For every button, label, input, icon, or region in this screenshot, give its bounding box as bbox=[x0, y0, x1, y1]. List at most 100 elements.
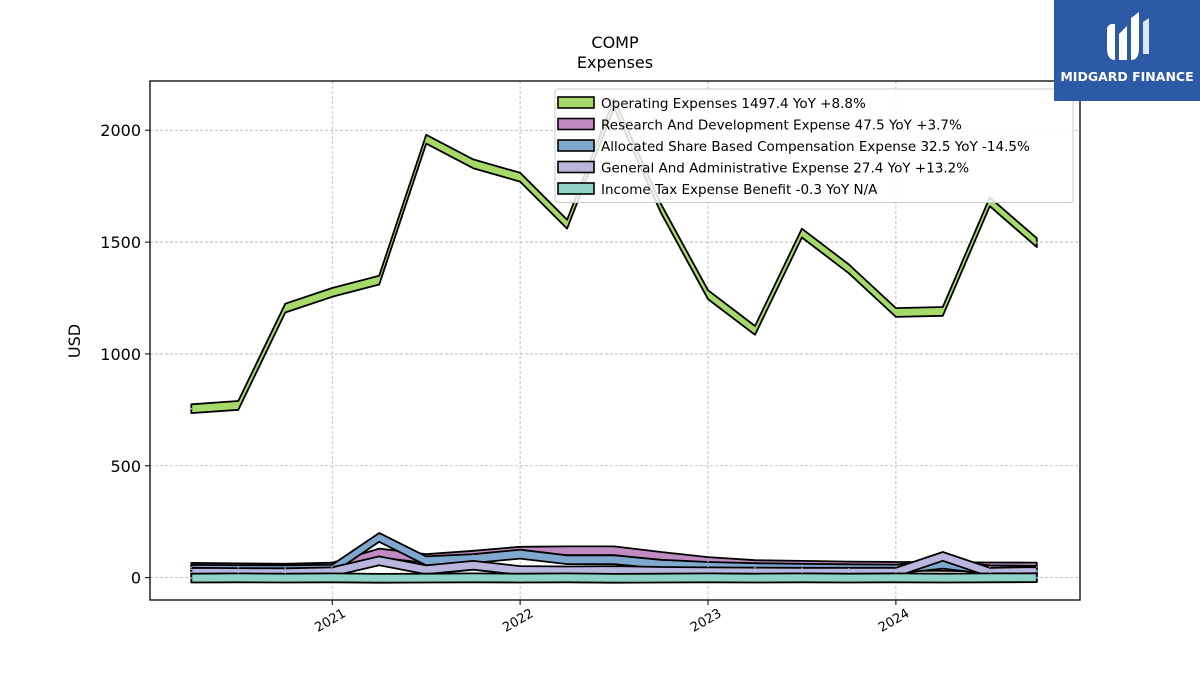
y-tick-label: 1500 bbox=[100, 233, 141, 252]
series-point-3 bbox=[989, 571, 991, 574]
series-point-2 bbox=[1035, 569, 1038, 572]
x-tick-label: 2024 bbox=[876, 606, 912, 636]
series-point-1 bbox=[754, 563, 756, 566]
series-point-2 bbox=[660, 563, 662, 566]
series-point-3 bbox=[660, 570, 662, 573]
series-point-4 bbox=[989, 577, 991, 579]
series-point-4 bbox=[660, 577, 662, 579]
series-point-3 bbox=[331, 571, 334, 573]
series-point-0 bbox=[190, 407, 193, 410]
series-point-4 bbox=[566, 577, 568, 579]
series-point-0 bbox=[378, 279, 381, 281]
brand-logo: MIDGARD FINANCE bbox=[1054, 0, 1200, 101]
legend-swatch bbox=[557, 139, 595, 152]
series-point-0 bbox=[331, 291, 334, 294]
series-point-4 bbox=[425, 577, 427, 579]
series-point-2 bbox=[848, 567, 850, 570]
chart-subtitle: Expenses bbox=[577, 53, 653, 72]
series-point-3 bbox=[895, 571, 897, 574]
legend: Operating Expenses 1497.4 YoY +8.8% Resea… bbox=[554, 88, 1074, 203]
y-tick-label: 2000 bbox=[100, 121, 141, 140]
series-point-1 bbox=[519, 550, 521, 553]
legend-swatch bbox=[557, 96, 595, 109]
series-point-1 bbox=[613, 549, 615, 552]
series-point-4 bbox=[284, 577, 287, 579]
series-point-2 bbox=[284, 568, 287, 571]
series-point-4 bbox=[1035, 576, 1038, 579]
series-point-2 bbox=[566, 558, 568, 561]
brand-name: MIDGARD FINANCE bbox=[1060, 69, 1194, 84]
series-point-0 bbox=[237, 404, 240, 407]
series-point-3 bbox=[472, 564, 474, 567]
series-point-4 bbox=[801, 577, 803, 579]
series-point-3 bbox=[378, 560, 381, 562]
series-point-4 bbox=[613, 577, 615, 580]
series-point-3 bbox=[237, 571, 240, 574]
series-point-2 bbox=[754, 566, 756, 569]
series-point-2 bbox=[190, 568, 193, 571]
series-point-1 bbox=[1035, 566, 1038, 568]
series-point-4 bbox=[942, 577, 944, 579]
series-point-0 bbox=[1035, 241, 1038, 244]
series-point-1 bbox=[331, 566, 334, 568]
series-point-3 bbox=[848, 571, 850, 574]
series-point-4 bbox=[707, 577, 709, 579]
series-point-4 bbox=[472, 577, 474, 579]
series-point-0 bbox=[519, 176, 521, 178]
series-point-0 bbox=[942, 310, 944, 313]
series-point-3 bbox=[707, 571, 709, 573]
series-point-3 bbox=[566, 570, 568, 572]
series-point-0 bbox=[754, 329, 756, 332]
series-point-1 bbox=[190, 566, 193, 569]
x-tick-label: 2023 bbox=[688, 606, 724, 636]
series-point-0 bbox=[284, 307, 287, 309]
series-point-4 bbox=[378, 577, 381, 580]
legend-swatch bbox=[557, 160, 595, 174]
series-point-3 bbox=[425, 568, 427, 571]
series-point-0 bbox=[801, 232, 803, 234]
series-point-2 bbox=[378, 536, 381, 539]
series-point-1 bbox=[895, 565, 897, 568]
plot-frame bbox=[149, 80, 1081, 601]
series-point-3 bbox=[1035, 570, 1038, 573]
legend-swatch bbox=[557, 182, 595, 195]
series-point-0 bbox=[472, 162, 474, 165]
y-tick-label: 500 bbox=[110, 457, 141, 476]
y-tick-label: 0 bbox=[131, 569, 141, 588]
series-point-2 bbox=[237, 568, 240, 571]
series-point-3 bbox=[519, 569, 521, 572]
midgard-logo-icon bbox=[1107, 12, 1149, 60]
series-point-1 bbox=[284, 567, 287, 570]
series-point-1 bbox=[942, 565, 944, 568]
legend-label: Research And Development Expense 47.5 Yo… bbox=[601, 118, 962, 134]
series-point-1 bbox=[707, 560, 709, 563]
series-point-3 bbox=[190, 571, 193, 574]
series-point-2 bbox=[331, 568, 334, 570]
series-point-1 bbox=[237, 566, 240, 569]
series-point-4 bbox=[895, 577, 897, 579]
y-axis-label: USD bbox=[65, 324, 84, 358]
series-point-1 bbox=[566, 549, 568, 552]
series-point-4 bbox=[237, 577, 240, 579]
legend-label: Allocated Share Based Compensation Expen… bbox=[601, 139, 1030, 155]
series-point-0 bbox=[895, 311, 897, 314]
series-point-1 bbox=[801, 564, 803, 567]
y-tick-label: 1000 bbox=[100, 345, 141, 364]
series-point-4 bbox=[190, 577, 193, 579]
legend-label: Operating Expenses 1497.4 YoY +8.8% bbox=[601, 96, 866, 112]
series-point-2 bbox=[989, 568, 991, 571]
series-band-0 bbox=[190, 98, 1038, 414]
series-point-4 bbox=[331, 577, 334, 579]
legend-label: General And Administrative Expense 27.4 … bbox=[601, 161, 969, 177]
series-point-0 bbox=[707, 293, 709, 296]
series-point-2 bbox=[801, 567, 803, 570]
legend-label: Income Tax Expense Benefit -0.3 YoY N/A bbox=[601, 182, 878, 198]
series-lines bbox=[190, 102, 1038, 580]
series-point-4 bbox=[519, 577, 521, 579]
series-point-1 bbox=[660, 555, 662, 558]
series-point-2 bbox=[942, 563, 944, 566]
series-point-2 bbox=[519, 553, 521, 555]
legend-swatch bbox=[557, 117, 595, 131]
series-point-3 bbox=[284, 571, 287, 574]
